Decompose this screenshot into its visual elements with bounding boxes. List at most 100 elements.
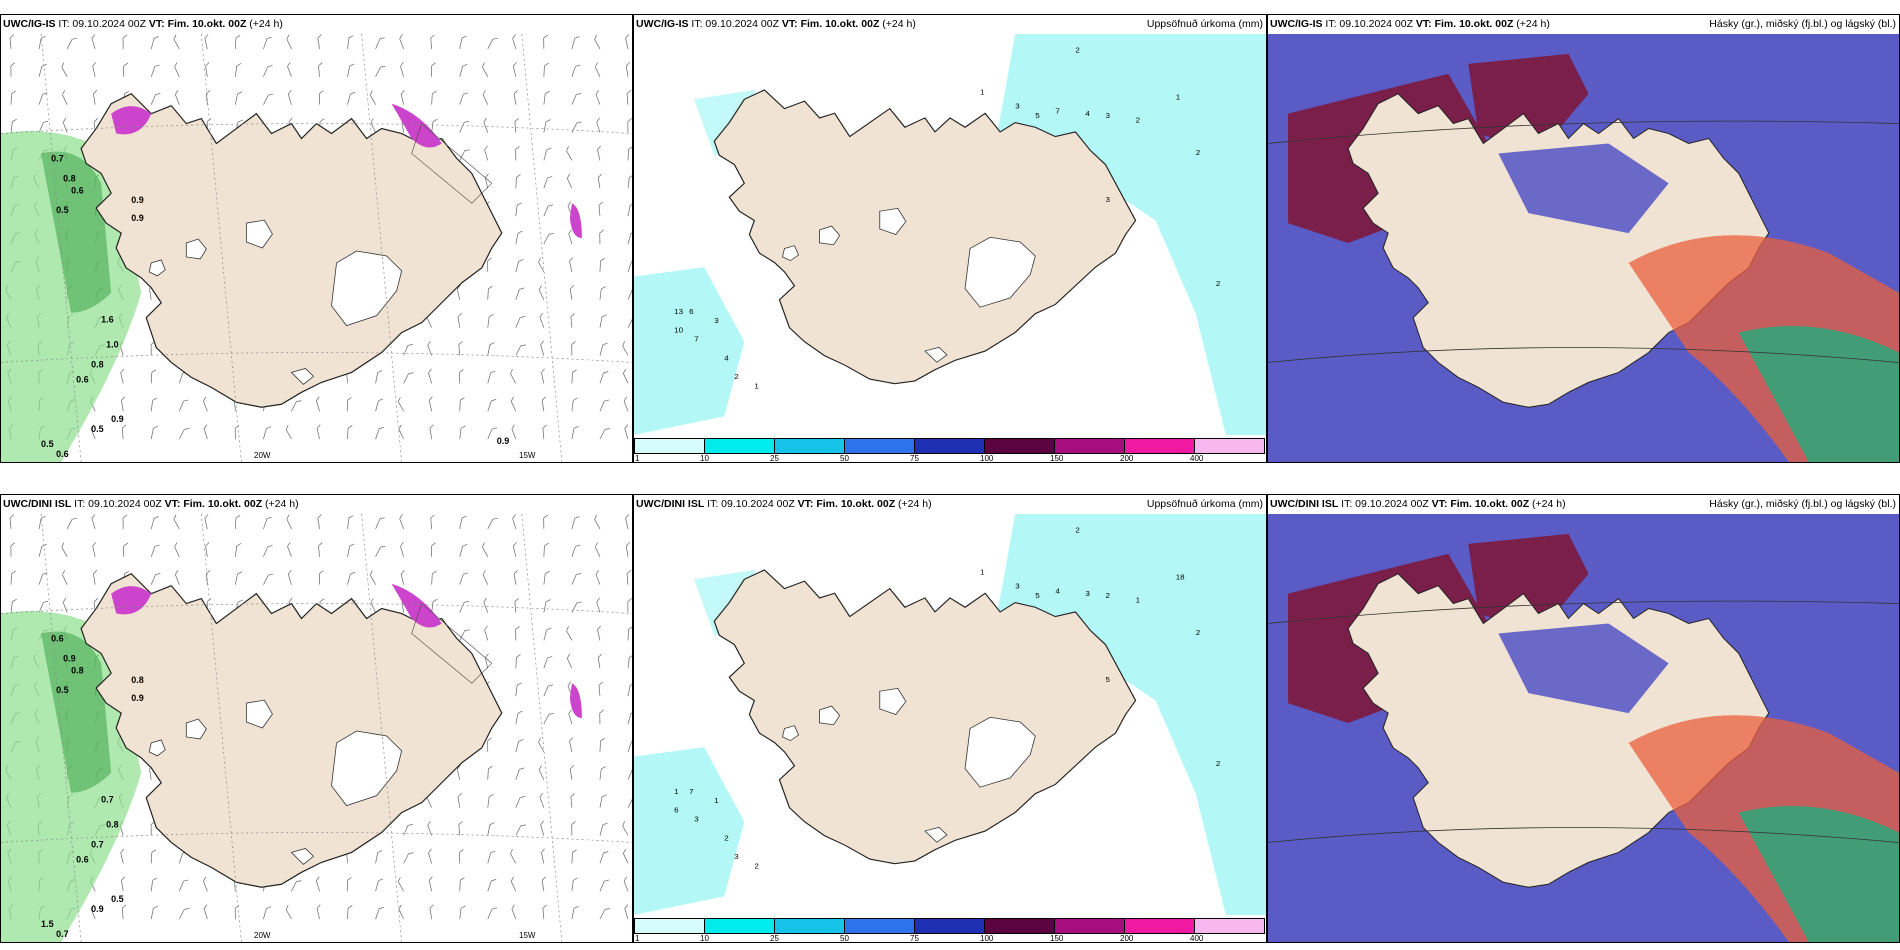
lon-label: 20W (254, 451, 271, 460)
colorbar-tick: 150 (1050, 454, 1064, 463)
colorbar-tick: 1 (635, 934, 640, 943)
map-area: 0.6 0.9 0.8 0.5 0.8 0.9 0.7 0.8 0.7 0.6 0.9 0.5 1.5 0… (1, 514, 632, 942)
lead-time: (+24 h) (249, 18, 283, 30)
precip-label: 5 (1035, 591, 1039, 600)
colorbar-swatch (1054, 438, 1125, 454)
precip-label: 2 (734, 372, 738, 381)
colorbar-tick: 50 (840, 454, 849, 463)
precip-label: 1 (1136, 596, 1140, 605)
lon-label: 20W (254, 931, 271, 940)
valid-time: VT: Fim. 10.okt. 00Z (164, 498, 263, 510)
colorbar: 1 10 25 50 75 100 150 200 400 (634, 436, 1266, 462)
panel-header: UWC/DINI ISL IT: 09.10.2024 00Z VT: Fim.… (1268, 495, 1899, 513)
map-panel-5: UWC/DINI ISL IT: 09.10.2024 00Z VT: Fim.… (633, 494, 1267, 943)
field-title: Hásky (gr.), miðský (fj.bl.) og lágský (… (1709, 18, 1896, 30)
gust-label: 0.8 (106, 820, 119, 830)
panel-header: UWC/IG-IS IT: 09.10.2024 00Z VT: Fim. 10… (1, 15, 632, 33)
colorbar-tick: 10 (700, 454, 709, 463)
precip-label: 1 (980, 568, 984, 577)
lon-label: 15W (519, 931, 536, 940)
precip-label: 4 (724, 354, 729, 363)
init-time: IT: 09.10.2024 00Z (707, 498, 795, 510)
precip-label: 1 (1176, 93, 1180, 102)
gust-label: 0.6 (71, 185, 84, 195)
gust-label: 0.8 (63, 173, 76, 183)
precip-label: 6 (674, 806, 678, 815)
gust-label: 0.9 (131, 213, 144, 223)
precip-label: 5 (1105, 675, 1109, 684)
valid-time: VT: Fim. 10.okt. 00Z (797, 498, 896, 510)
precip-label: 3 (694, 815, 698, 824)
panel-header: UWC/DINI ISL IT: 09.10.2024 00Z VT: Fim.… (1, 495, 632, 513)
lead-time: (+24 h) (1532, 498, 1566, 510)
map-panel-2: UWC/IG-IS IT: 09.10.2024 00Z VT: Fim. 10… (633, 14, 1267, 463)
colorbar-swatch (844, 438, 915, 454)
colorbar-tick: 75 (910, 454, 919, 463)
precip-label: 2 (1216, 759, 1220, 768)
precip-label: 4 (1085, 109, 1090, 118)
precip-label: 5 (1035, 111, 1039, 120)
gust-label: 0.9 (497, 436, 510, 446)
map-panel-6: UWC/DINI ISL IT: 09.10.2024 00Z VT: Fim.… (1267, 494, 1900, 943)
precip-label: 2 (1075, 526, 1079, 535)
precip-label: 7 (689, 787, 693, 796)
map-area: 0.7 0.8 0.6 0.5 0.9 0.9 1.6 1.0 0.8 0.6 0.5 0.9 0.5 0… (1, 34, 632, 462)
model-name: UWC/IG-IS (636, 18, 689, 30)
gust-label: 0.9 (131, 195, 144, 205)
colorbar: 1 10 25 50 75 100 150 200 400 (634, 916, 1266, 942)
model-name: UWC/IG-IS (3, 18, 56, 30)
gust-label: 0.6 (51, 633, 64, 643)
model-name: UWC/DINI ISL (1270, 498, 1339, 510)
gust-label: 1.6 (101, 315, 114, 325)
model-name: UWC/IG-IS (1270, 18, 1323, 30)
gust-label: 0.7 (101, 795, 114, 805)
colorbar-swatch (774, 918, 845, 934)
init-time: IT: 09.10.2024 00Z (691, 18, 779, 30)
colorbar-swatch (1194, 918, 1265, 934)
init-time: IT: 09.10.2024 00Z (1325, 18, 1413, 30)
colorbar-swatch (1194, 438, 1265, 454)
gust-label: 1.0 (106, 340, 119, 350)
valid-time: VT: Fim. 10.okt. 00Z (148, 18, 247, 30)
precip-label: 2 (1136, 116, 1140, 125)
gust-label: 0.5 (41, 439, 54, 449)
colorbar-swatch (774, 438, 845, 454)
precip-label: 1 (980, 88, 984, 97)
init-time: IT: 09.10.2024 00Z (58, 18, 146, 30)
precip-label: 18 (1176, 573, 1185, 582)
colorbar-tick: 10 (700, 934, 709, 943)
gust-label: 0.5 (56, 205, 69, 215)
gust-label: 0.7 (51, 153, 64, 163)
lead-time: (+24 h) (898, 498, 932, 510)
precip-label: 3 (734, 852, 738, 861)
gust-label: 0.6 (76, 374, 89, 384)
colorbar-swatch (1124, 438, 1195, 454)
precip-label: 1 (674, 787, 678, 796)
precip-label: 7 (694, 335, 698, 344)
colorbar-tick: 200 (1120, 934, 1134, 943)
precip-label: 4 (1055, 587, 1060, 596)
model-name: UWC/DINI ISL (3, 498, 72, 510)
init-time: IT: 09.10.2024 00Z (74, 498, 162, 510)
colorbar-tick: 100 (980, 934, 994, 943)
colorbar-swatch (984, 918, 1055, 934)
precip-label: 3 (714, 316, 718, 325)
panel-header: UWC/DINI ISL IT: 09.10.2024 00Z VT: Fim.… (634, 495, 1266, 513)
gust-label: 0.8 (131, 675, 144, 685)
map-area (1268, 514, 1899, 942)
colorbar-tick: 75 (910, 934, 919, 943)
field-title: Uppsöfnuð úrkoma (mm) (1146, 18, 1263, 30)
precip-label: 2 (1105, 591, 1109, 600)
map-area: 2 1 3 5 7 4 3 2 1 2 3 13 6 10 7 4 3 2 1 2 (634, 34, 1266, 435)
precip-label: 3 (1015, 582, 1019, 591)
colorbar-swatch (634, 438, 705, 454)
colorbar-swatch (634, 918, 705, 934)
colorbar-swatch (1054, 918, 1125, 934)
precip-label: 1 (754, 382, 758, 391)
gust-label: 0.9 (131, 693, 144, 703)
gust-label: 0.5 (91, 424, 104, 434)
precip-label: 10 (674, 326, 683, 335)
precip-label: 3 (1015, 102, 1019, 111)
precip-label: 6 (689, 307, 693, 316)
field-title: Uppsöfnuð úrkoma (mm) (1146, 498, 1263, 510)
